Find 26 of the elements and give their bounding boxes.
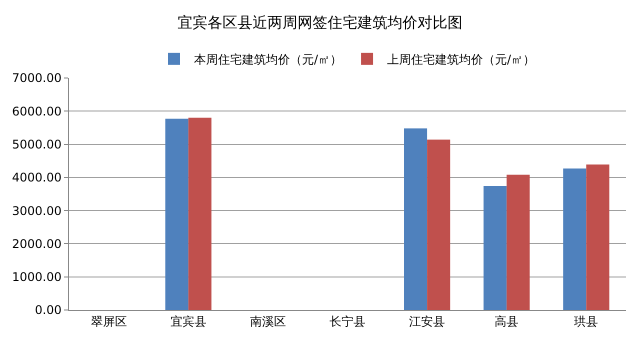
x-tick-label: 南溪区 [250,314,286,328]
y-tick-label: 2000.00 [12,236,62,251]
x-tick-label: 江安县 [409,314,446,328]
y-tick-label: 3000.00 [12,204,62,218]
chart-title: 宜宾各区县近两周网签住宅建筑均价对比图 [178,14,462,32]
x-tick-label: 高县 [494,314,519,328]
legend-label: 上周住宅建筑均价（元/㎡） [387,52,536,67]
y-tick-label: 0.00 [34,303,62,318]
x-tick-label: 翠屏区 [90,314,127,328]
y-tick-label: 7000.00 [12,71,62,86]
bar [506,174,530,310]
bar [165,118,188,310]
bar [586,164,610,310]
bar [484,186,507,310]
bar [404,128,428,310]
bar [563,168,586,310]
y-tick-label: 6000.00 [12,104,62,118]
bar [188,118,212,310]
x-tick-label: 长宁县 [330,314,366,328]
x-tick-label: 珙县 [574,314,598,328]
y-tick-label: 5000.00 [12,137,62,152]
y-tick-label: 4000.00 [12,170,62,185]
legend-label: 本周住宅建筑均价（元/㎡） [194,52,342,67]
x-tick-label: 宜宾县 [170,314,206,328]
bar [427,140,450,310]
y-tick-label: 1000.00 [12,270,62,284]
